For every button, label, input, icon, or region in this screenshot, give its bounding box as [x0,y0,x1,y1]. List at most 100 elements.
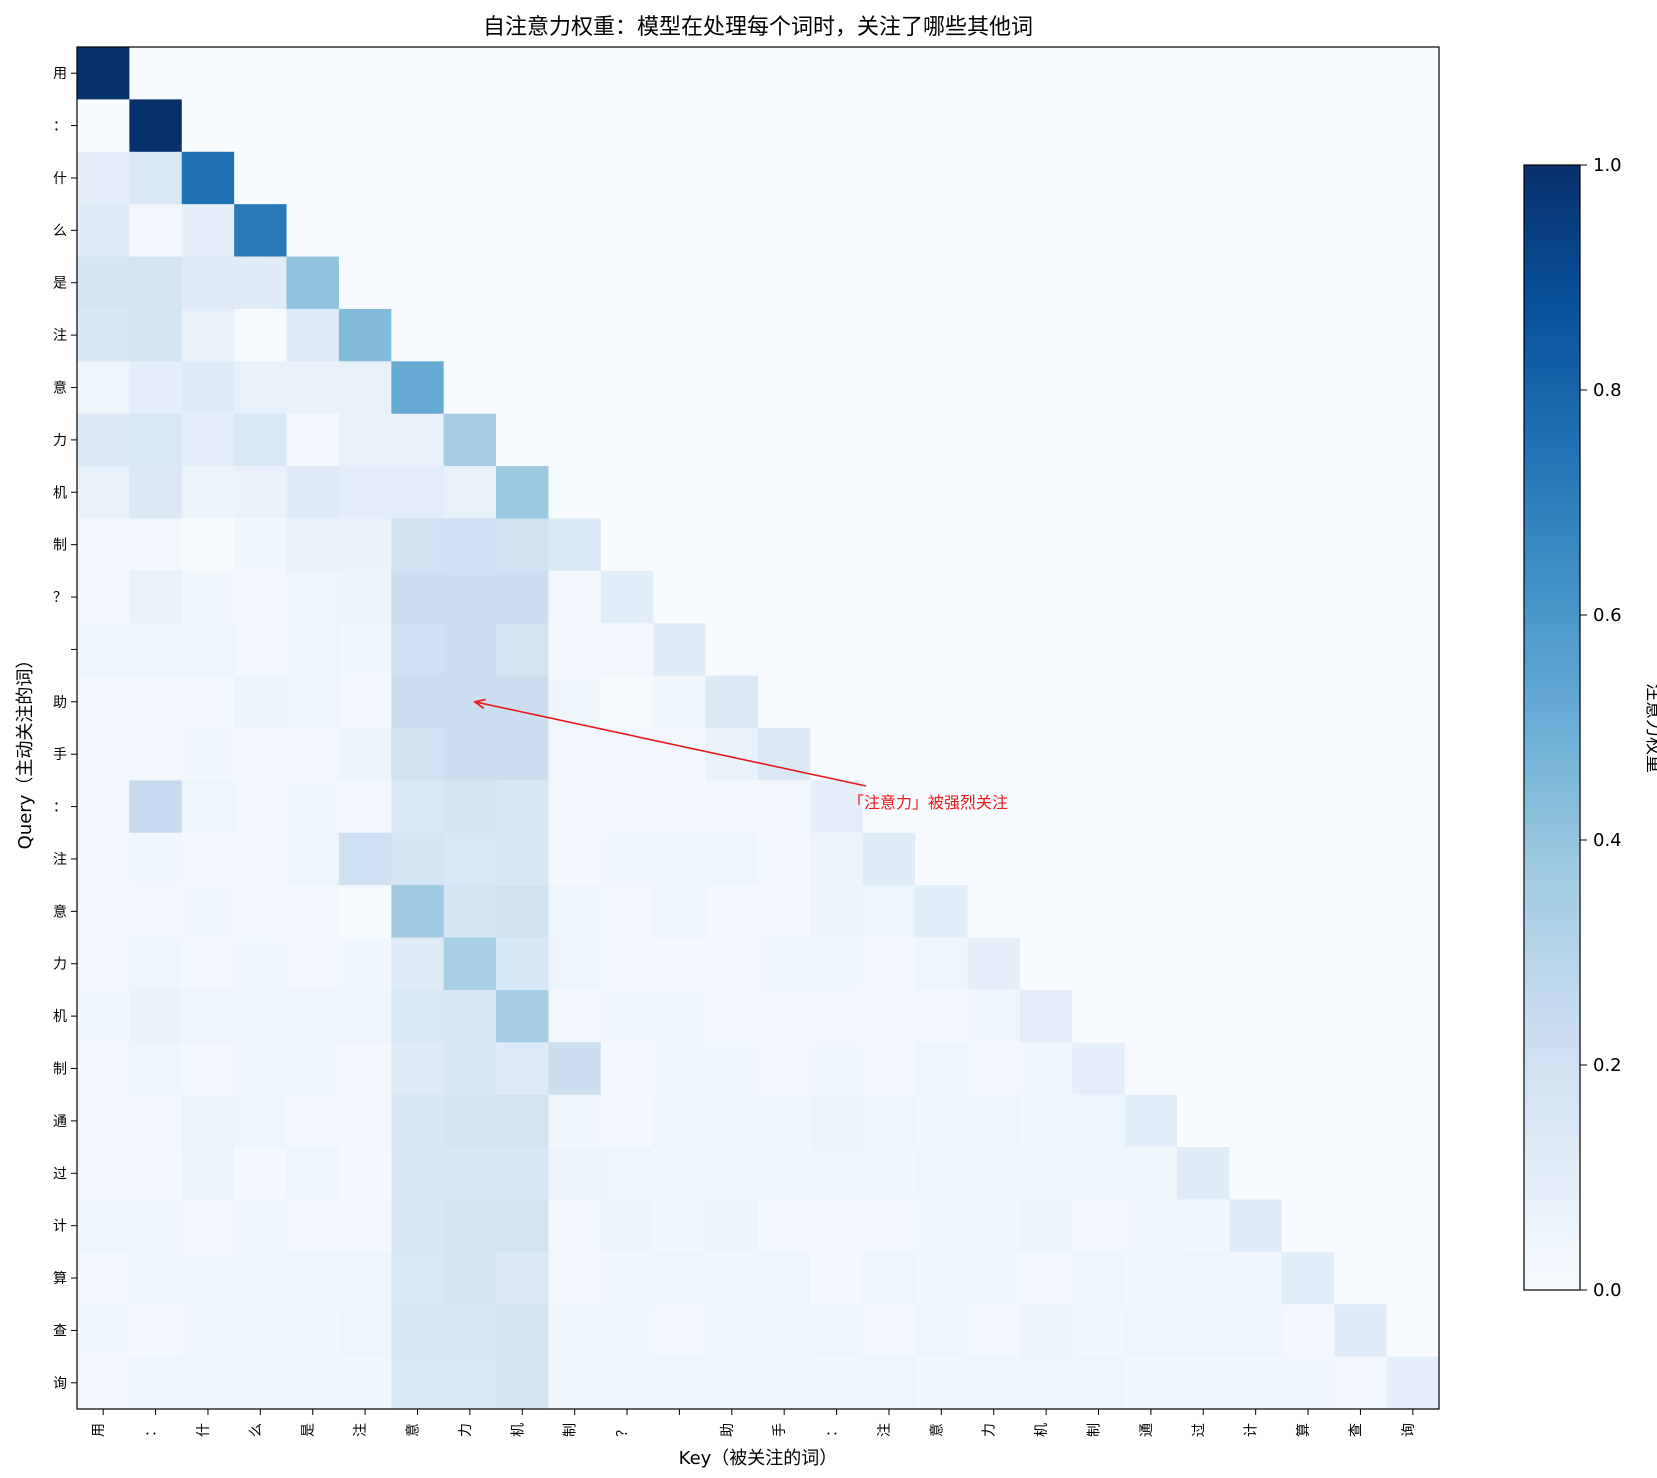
heatmap-cell [391,623,445,677]
heatmap-cell [1019,675,1073,729]
heatmap-cell [1334,1199,1388,1253]
heatmap-cell [600,570,654,624]
y-tick-label: 助 [53,695,67,711]
heatmap-cell [653,780,707,834]
heatmap-cell [338,308,392,362]
y-tick-label: 算 [53,1271,67,1287]
heatmap-cell [286,47,340,100]
heatmap-cell [705,204,759,258]
heatmap-cell [443,47,497,100]
heatmap-cell [705,780,759,834]
heatmap-cell [181,1094,235,1148]
heatmap-cell [129,308,183,362]
heatmap-cell [77,1304,130,1358]
heatmap-cell [496,47,550,100]
heatmap-cell [129,1251,183,1305]
heatmap-cell [758,308,811,362]
x-tick-label: 么 [248,1423,264,1437]
heatmap-cell [1386,256,1440,310]
heatmap-cell [286,413,340,467]
heatmap-cell [391,308,445,362]
heatmap-cell [1334,151,1388,205]
heatmap-cell [705,570,759,624]
heatmap-cell [653,832,707,886]
heatmap-cell [286,570,340,624]
heatmap-cell [286,1147,340,1201]
heatmap-cell [129,1147,183,1201]
heatmap-cell [77,728,130,781]
x-tick-label: 通 [1139,1423,1155,1437]
heatmap-cell [1334,1042,1388,1096]
colorbar-tick-label: 0.2 [1593,1055,1622,1076]
heatmap-cell [915,466,969,520]
heatmap-cell [496,780,550,834]
heatmap-cell [338,47,392,100]
heatmap-cell [1229,256,1283,310]
heatmap-cell [391,518,445,572]
heatmap-cell [181,623,235,677]
heatmap-cell [1281,728,1335,781]
heatmap-cell [129,1304,183,1358]
heatmap-cell [653,413,707,467]
heatmap-cell [129,570,183,624]
heatmap-cell [496,832,550,886]
heatmap-cell [77,204,130,258]
heatmap-cell [129,885,183,939]
heatmap-cell [1334,99,1388,153]
heatmap-cell [758,151,811,205]
heatmap-cell [443,361,497,415]
heatmap-cell [391,780,445,834]
heatmap-cell [967,204,1021,258]
heatmap-cell [548,1251,602,1305]
heatmap-cell [915,204,969,258]
heatmap-cell [548,361,602,415]
heatmap-cell [915,832,969,886]
heatmap-cell [286,832,340,886]
heatmap-cell [77,47,130,100]
heatmap-cell [234,1251,288,1305]
heatmap-cell [1386,728,1440,781]
heatmap-cell [1281,151,1335,205]
heatmap-cell [915,728,969,781]
heatmap-cell [548,989,602,1043]
colorbar-tick-label: 1.0 [1593,155,1622,176]
heatmap-cell [810,989,864,1043]
heatmap-cell [862,1251,916,1305]
heatmap-cell [600,256,654,310]
heatmap-cell [1019,989,1073,1043]
y-tick-label: 机 [53,1009,67,1025]
heatmap-cell [1124,361,1178,415]
heatmap-cell [1229,989,1283,1043]
heatmap-cell [600,675,654,729]
heatmap-cell [181,413,235,467]
heatmap-cell [1334,989,1388,1043]
heatmap-cell [967,728,1021,781]
heatmap-cell [1229,518,1283,572]
heatmap-cell [1386,570,1440,624]
heatmap-cell [600,151,654,205]
heatmap-cell [443,151,497,205]
heatmap-cell [967,361,1021,415]
heatmap-cell [1386,623,1440,677]
heatmap-cell [129,204,183,258]
heatmap-cell [548,937,602,991]
heatmap-cell [1072,1147,1126,1201]
heatmap-cell [1124,1147,1178,1201]
heatmap-cell [1386,204,1440,258]
heatmap-cell [391,1356,445,1410]
heatmap-cell [705,1199,759,1253]
heatmap-cell [810,728,864,781]
heatmap-cell [1124,675,1178,729]
heatmap-cell [1229,47,1283,100]
heatmap-cell [1229,466,1283,520]
heatmap-cell [915,780,969,834]
heatmap-cell [862,151,916,205]
heatmap-cell [810,308,864,362]
y-tick-label: 询 [53,1376,67,1392]
heatmap-cell [600,1304,654,1358]
heatmap-cell [548,1199,602,1253]
heatmap-cell [234,1356,288,1410]
heatmap-cell [1334,832,1388,886]
heatmap-cell [77,675,130,729]
heatmap-cell [391,413,445,467]
